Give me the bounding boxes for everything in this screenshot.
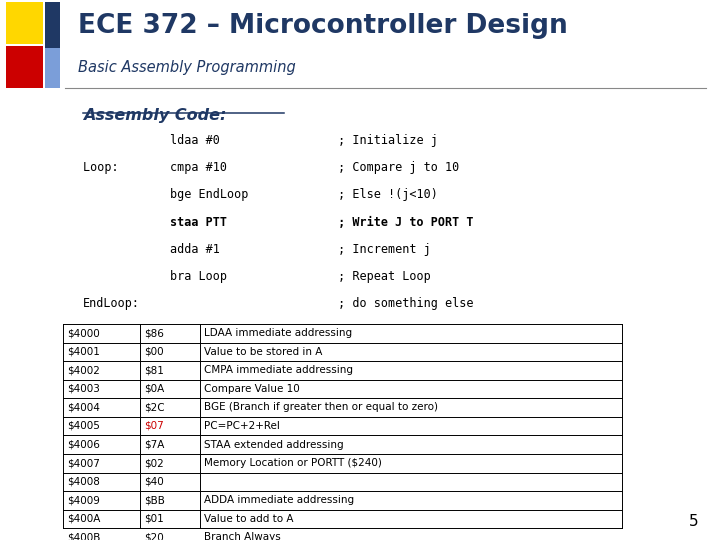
Text: ; Else !(j<10): ; Else !(j<10) [330,188,438,201]
Text: $40: $40 [144,477,163,487]
Text: $BB: $BB [144,495,165,505]
Text: Branch Always: Branch Always [204,532,281,540]
Text: $4007: $4007 [67,458,99,468]
Text: Assembly Code:: Assembly Code: [83,108,226,123]
Text: 5: 5 [689,514,698,529]
Text: Loop:: Loop: [83,161,140,174]
Text: Value to add to A: Value to add to A [204,514,294,524]
Text: $400B: $400B [67,532,100,540]
Text: $7A: $7A [144,440,164,449]
Text: ; Repeat Loop: ; Repeat Loop [330,270,431,283]
Text: Basic Assembly Programming: Basic Assembly Programming [78,60,295,76]
Text: $4002: $4002 [67,365,99,375]
Text: PC=PC+2+Rel: PC=PC+2+Rel [204,421,280,431]
Text: $400A: $400A [67,514,100,524]
Text: $07: $07 [144,421,163,431]
Text: ; Increment j: ; Increment j [330,243,431,256]
Text: bra Loop: bra Loop [170,270,248,283]
Text: $4001: $4001 [67,347,99,356]
Bar [6,46,43,88]
Text: $4000: $4000 [67,328,99,338]
Text: CMPA immediate addressing: CMPA immediate addressing [204,365,353,375]
Text: Value to be stored in A: Value to be stored in A [204,347,323,356]
Text: $4004: $4004 [67,402,99,413]
Text: $4009: $4009 [67,495,99,505]
Text: LDAA immediate addressing: LDAA immediate addressing [204,328,352,338]
Bar [6,2,43,44]
Text: $86: $86 [144,328,163,338]
Text: Memory Location or PORTT ($240): Memory Location or PORTT ($240) [204,458,382,468]
Text: ; Compare j to 10: ; Compare j to 10 [330,161,459,174]
Text: $4005: $4005 [67,421,99,431]
Text: $4003: $4003 [67,384,99,394]
Text: $01: $01 [144,514,163,524]
Text: cmpa #10: cmpa #10 [170,161,248,174]
Text: Compare Value 10: Compare Value 10 [204,384,300,394]
Text: STAA extended addressing: STAA extended addressing [204,440,343,449]
Text: $4006: $4006 [67,440,99,449]
Text: ; do something else: ; do something else [330,297,473,310]
Text: ldaa #0: ldaa #0 [170,134,248,147]
Text: staa PTT: staa PTT [170,215,248,228]
Text: $2C: $2C [144,402,164,413]
Text: ECE 372 – Microcontroller Design: ECE 372 – Microcontroller Design [78,13,567,39]
Text: bge EndLoop: bge EndLoop [170,188,248,201]
Text: ; Initialize j: ; Initialize j [330,134,438,147]
Text: $00: $00 [144,347,163,356]
Text: adda #1: adda #1 [170,243,248,256]
Text: $02: $02 [144,458,163,468]
Text: $81: $81 [144,365,163,375]
Bar [45,48,60,88]
Text: ADDA immediate addressing: ADDA immediate addressing [204,495,354,505]
Text: $0A: $0A [144,384,164,394]
Text: ; Write J to PORT T: ; Write J to PORT T [330,215,473,228]
Text: EndLoop:: EndLoop: [83,297,140,310]
Text: $4008: $4008 [67,477,99,487]
Text: $20: $20 [144,532,163,540]
Bar [45,2,60,88]
Text: BGE (Branch if greater then or equal to zero): BGE (Branch if greater then or equal to … [204,402,438,413]
